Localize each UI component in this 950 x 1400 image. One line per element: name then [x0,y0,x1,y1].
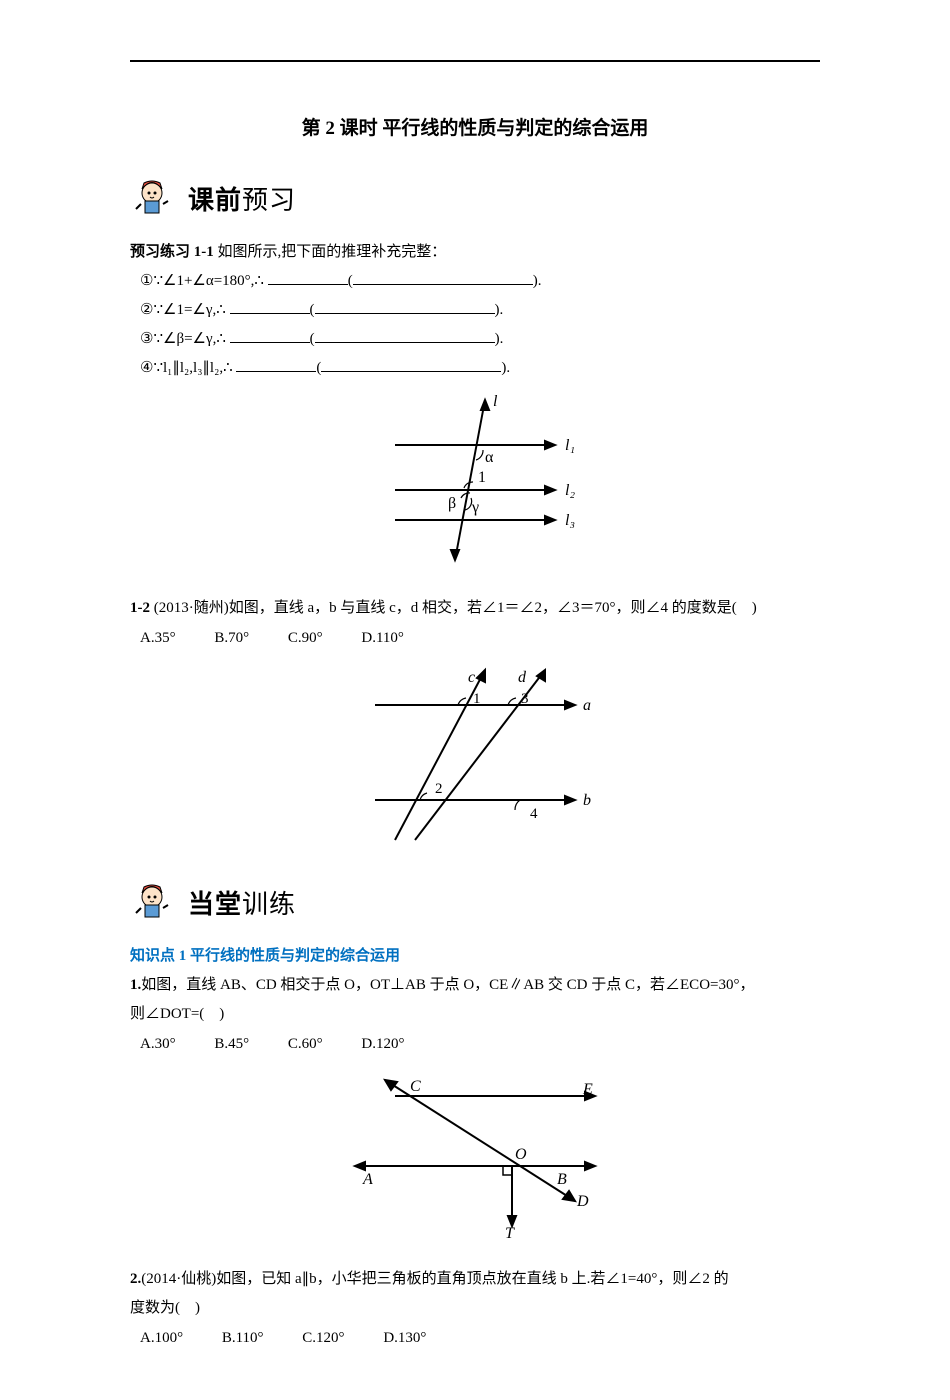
option-b[interactable]: B.45° [214,1031,249,1058]
label-b: b [583,792,591,809]
label-O: O [515,1146,527,1163]
label-beta: β [448,495,456,512]
mascot-icon [130,875,188,935]
label-2: 2 [435,781,443,797]
section-1-header: 课前预习 [130,171,820,231]
label-1: 1 [478,469,486,486]
item-3-prefix: ③∵∠β=∠γ,∴ [140,331,226,347]
exercise-1-1-text: 如图所示,把下面的推理补充完整： [218,244,447,260]
option-b[interactable]: B.70° [214,625,249,652]
label-l3: l₃ [565,512,575,529]
mascot-icon [130,171,188,231]
question-1-options: A.30° B.45° C.60° D.120° [140,1031,820,1058]
question-1-text: 如图，直线 AB、CD 相交于点 O，OT⊥AB 于点 O，CE∥AB 交 CD… [141,977,754,993]
option-a[interactable]: A.100° [140,1325,183,1352]
label-l2: l₂ [565,482,575,499]
blank-fill[interactable] [315,328,495,343]
label-1: 1 [473,691,481,707]
exercise-1-2: 1-2 (2013·随州)如图，直线 a，b 与直线 c，d 相交，若∠1＝∠2… [130,595,820,622]
subsection-text: 平行线的性质与判定的综合运用 [190,948,400,964]
label-3: 3 [521,691,529,707]
question-1-label: 1. [130,977,141,993]
item-1-prefix: ①∵∠1+∠α=180°,∴ [140,273,264,289]
question-2-cont: 度数为( ) [130,1295,820,1322]
reasoning-item-3: ③∵∠β=∠γ,∴ (). [140,326,820,353]
label-alpha: α [485,449,494,466]
exercise-1-1: 预习练习 1-1 如图所示,把下面的推理补充完整： [130,239,820,266]
blank-fill[interactable] [230,328,310,343]
section-2-title-bold: 当堂 [188,890,242,919]
blank-fill[interactable] [268,270,348,285]
label-d: d [518,669,527,686]
figure-2: c d a b 1 3 2 4 [130,660,820,860]
option-d[interactable]: D.130° [383,1325,426,1352]
exercise-1-2-label: 1-2 [130,600,150,616]
top-rule [130,60,820,62]
section-1-title-bold: 课前 [188,186,242,215]
item-2-prefix: ②∵∠1=∠γ,∴ [140,302,226,318]
label-l: l [493,393,498,410]
label-l1: l₁ [565,437,575,454]
label-T: T [505,1225,515,1241]
blank-fill[interactable] [353,270,533,285]
reasoning-item-2: ②∵∠1=∠γ,∴ (). [140,297,820,324]
question-2-text: (2014·仙桃)如图，已知 a∥b，小华把三角板的直角顶点放在直线 b 上.若… [141,1271,728,1287]
label-c: c [468,669,475,686]
option-a[interactable]: A.30° [140,1031,176,1058]
blank-fill[interactable] [230,299,310,314]
option-d[interactable]: D.110° [361,625,404,652]
label-E: E [582,1081,593,1098]
item-4-prefix: ④∵l₁∥l₂,l₃∥l₂,∴ [140,360,233,376]
section-2-title: 当堂训练 [188,882,296,929]
blank-fill[interactable] [315,299,495,314]
option-c[interactable]: C.90° [288,625,323,652]
question-1-cont: 则∠DOT=( ) [130,1001,820,1028]
section-1-title: 课前预习 [188,178,296,225]
option-c[interactable]: C.60° [288,1031,323,1058]
subsection-label: 知识点 1 [130,948,186,964]
question-1: 1.如图，直线 AB、CD 相交于点 O，OT⊥AB 于点 O，CE∥AB 交 … [130,972,820,999]
section-1-title-thin: 预习 [242,186,296,215]
question-2-label: 2. [130,1271,141,1287]
exercise-1-2-text: (2013·随州)如图，直线 a，b 与直线 c，d 相交，若∠1＝∠2，∠3＝… [154,600,757,616]
label-a: a [583,697,591,714]
reasoning-item-1: ①∵∠1+∠α=180°,∴ (). [140,268,820,295]
question-2: 2.(2014·仙桃)如图，已知 a∥b，小华把三角板的直角顶点放在直线 b 上… [130,1266,820,1293]
question-2-options: A.100° B.110° C.120° D.130° [140,1325,820,1352]
section-2-header: 当堂训练 [130,875,820,935]
option-a[interactable]: A.35° [140,625,176,652]
label-C: C [410,1078,421,1095]
label-A: A [362,1171,373,1188]
reasoning-item-4: ④∵l₁∥l₂,l₃∥l₂,∴ (). [140,355,820,382]
option-b[interactable]: B.110° [222,1325,264,1352]
blank-fill[interactable] [321,357,501,372]
section-2-title-thin: 训练 [242,890,296,919]
option-d[interactable]: D.120° [361,1031,404,1058]
exercise-1-2-options: A.35° B.70° C.90° D.110° [140,625,820,652]
label-4: 4 [530,806,538,822]
figure-1: l l₁ l₂ l₃ α 1 β γ [130,390,820,580]
blank-fill[interactable] [236,357,316,372]
label-B: B [557,1171,567,1188]
subsection-1-header: 知识点 1 平行线的性质与判定的综合运用 [130,943,820,970]
exercise-1-1-label: 预习练习 1-1 [130,244,214,260]
figure-3: A B C D E O T [130,1066,820,1251]
option-c[interactable]: C.120° [302,1325,344,1352]
page-title: 第 2 课时 平行线的性质与判定的综合运用 [130,112,820,146]
label-D: D [576,1193,589,1210]
